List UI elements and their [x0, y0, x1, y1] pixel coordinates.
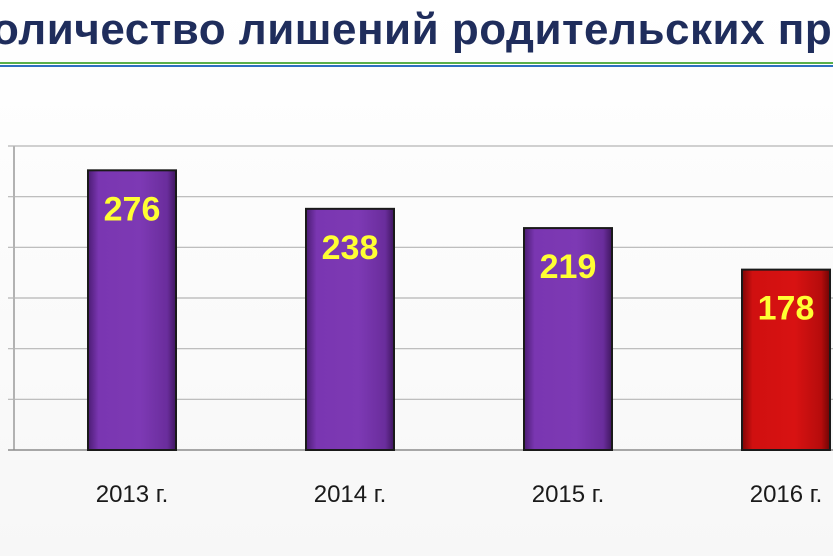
x-tick-label: 2014 г.: [314, 481, 387, 508]
data-label: 238: [322, 229, 379, 267]
data-label: 178: [758, 290, 815, 328]
x-tick-label: 2016 г.: [750, 481, 823, 508]
bar-2013: [87, 169, 177, 451]
title-underline: [0, 62, 833, 67]
bar-2016: [741, 268, 831, 452]
x-tick-label: 2015 г.: [532, 481, 605, 508]
bar-2015: [523, 227, 613, 451]
x-tick-label: 2013 г.: [96, 481, 169, 508]
bar-2014: [305, 207, 395, 451]
data-label: 219: [540, 248, 597, 286]
page-title: оличество лишений родительских пра: [0, 5, 833, 54]
data-label: 276: [104, 190, 161, 228]
